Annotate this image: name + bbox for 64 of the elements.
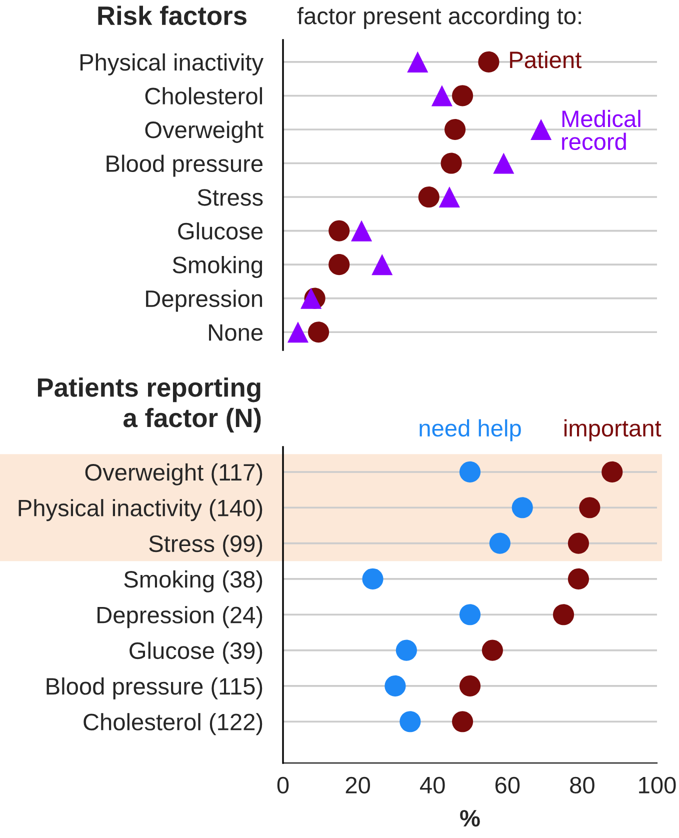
point bbox=[384, 675, 406, 696]
y-tick-label: Physical inactivity (140) bbox=[18, 499, 262, 522]
point bbox=[482, 640, 503, 661]
point bbox=[407, 51, 428, 72]
point bbox=[351, 220, 372, 242]
point bbox=[568, 568, 589, 590]
point bbox=[444, 118, 466, 140]
x-tick-label: 20 bbox=[346, 776, 370, 794]
point bbox=[372, 254, 393, 276]
point bbox=[438, 186, 460, 208]
y-tick-label: Overweight bbox=[145, 120, 264, 143]
y-tick-label: Stress bbox=[198, 189, 263, 206]
point bbox=[459, 604, 481, 626]
y-tick-label: Cholesterol (122) bbox=[84, 713, 262, 736]
point bbox=[489, 532, 510, 554]
point bbox=[308, 322, 330, 343]
x-axis-title: % bbox=[460, 810, 480, 827]
y-tick-label: Blood pressure bbox=[106, 154, 263, 177]
y-tick-label: Cholesterol bbox=[145, 87, 262, 105]
point bbox=[287, 322, 308, 343]
point bbox=[579, 497, 600, 518]
x-tick-label: 60 bbox=[495, 776, 520, 794]
y-tick-label: Overweight (117) bbox=[85, 463, 262, 486]
point bbox=[440, 152, 462, 174]
point bbox=[328, 254, 350, 276]
y-tick-label: Blood pressure (115) bbox=[46, 677, 262, 700]
y-tick-label: Depression bbox=[146, 290, 262, 312]
point bbox=[552, 604, 574, 626]
point bbox=[602, 461, 623, 482]
y-tick-label: Smoking (38) bbox=[124, 570, 262, 592]
point bbox=[530, 118, 552, 140]
point bbox=[328, 220, 350, 242]
series-label: important bbox=[564, 419, 662, 442]
point bbox=[459, 461, 481, 482]
x-tick-label: 40 bbox=[420, 776, 445, 794]
series-label: Medical record bbox=[562, 110, 640, 150]
point bbox=[452, 85, 474, 106]
point bbox=[459, 675, 481, 696]
series-label: need help bbox=[420, 419, 521, 442]
point bbox=[418, 186, 440, 208]
point bbox=[362, 568, 384, 590]
point bbox=[512, 497, 533, 518]
point bbox=[400, 711, 421, 732]
point bbox=[300, 288, 322, 309]
chart-subtitle: factor present according to: bbox=[297, 6, 581, 30]
y-tick-label: Smoking bbox=[172, 256, 262, 278]
chart-title: Patients reporting a factor (N) bbox=[38, 377, 261, 433]
y-tick-label: Stress (99) bbox=[149, 534, 262, 557]
x-tick-label: 100 bbox=[639, 776, 676, 794]
point bbox=[431, 85, 452, 106]
point bbox=[568, 532, 589, 554]
y-tick-label: Depression (24) bbox=[98, 606, 262, 628]
y-tick-label: None bbox=[209, 324, 263, 341]
point bbox=[493, 152, 514, 174]
chart-title: Risk factors bbox=[98, 6, 246, 26]
point bbox=[478, 51, 500, 72]
y-tick-label: Glucose (39) bbox=[130, 642, 262, 664]
point bbox=[396, 640, 417, 661]
x-tick-label: 0 bbox=[277, 776, 289, 794]
x-tick-label: 80 bbox=[570, 776, 594, 794]
y-tick-label: Physical inactivity bbox=[80, 53, 264, 76]
y-tick-label: Glucose bbox=[178, 222, 263, 240]
series-label: Patient bbox=[510, 50, 582, 68]
point bbox=[452, 711, 474, 732]
